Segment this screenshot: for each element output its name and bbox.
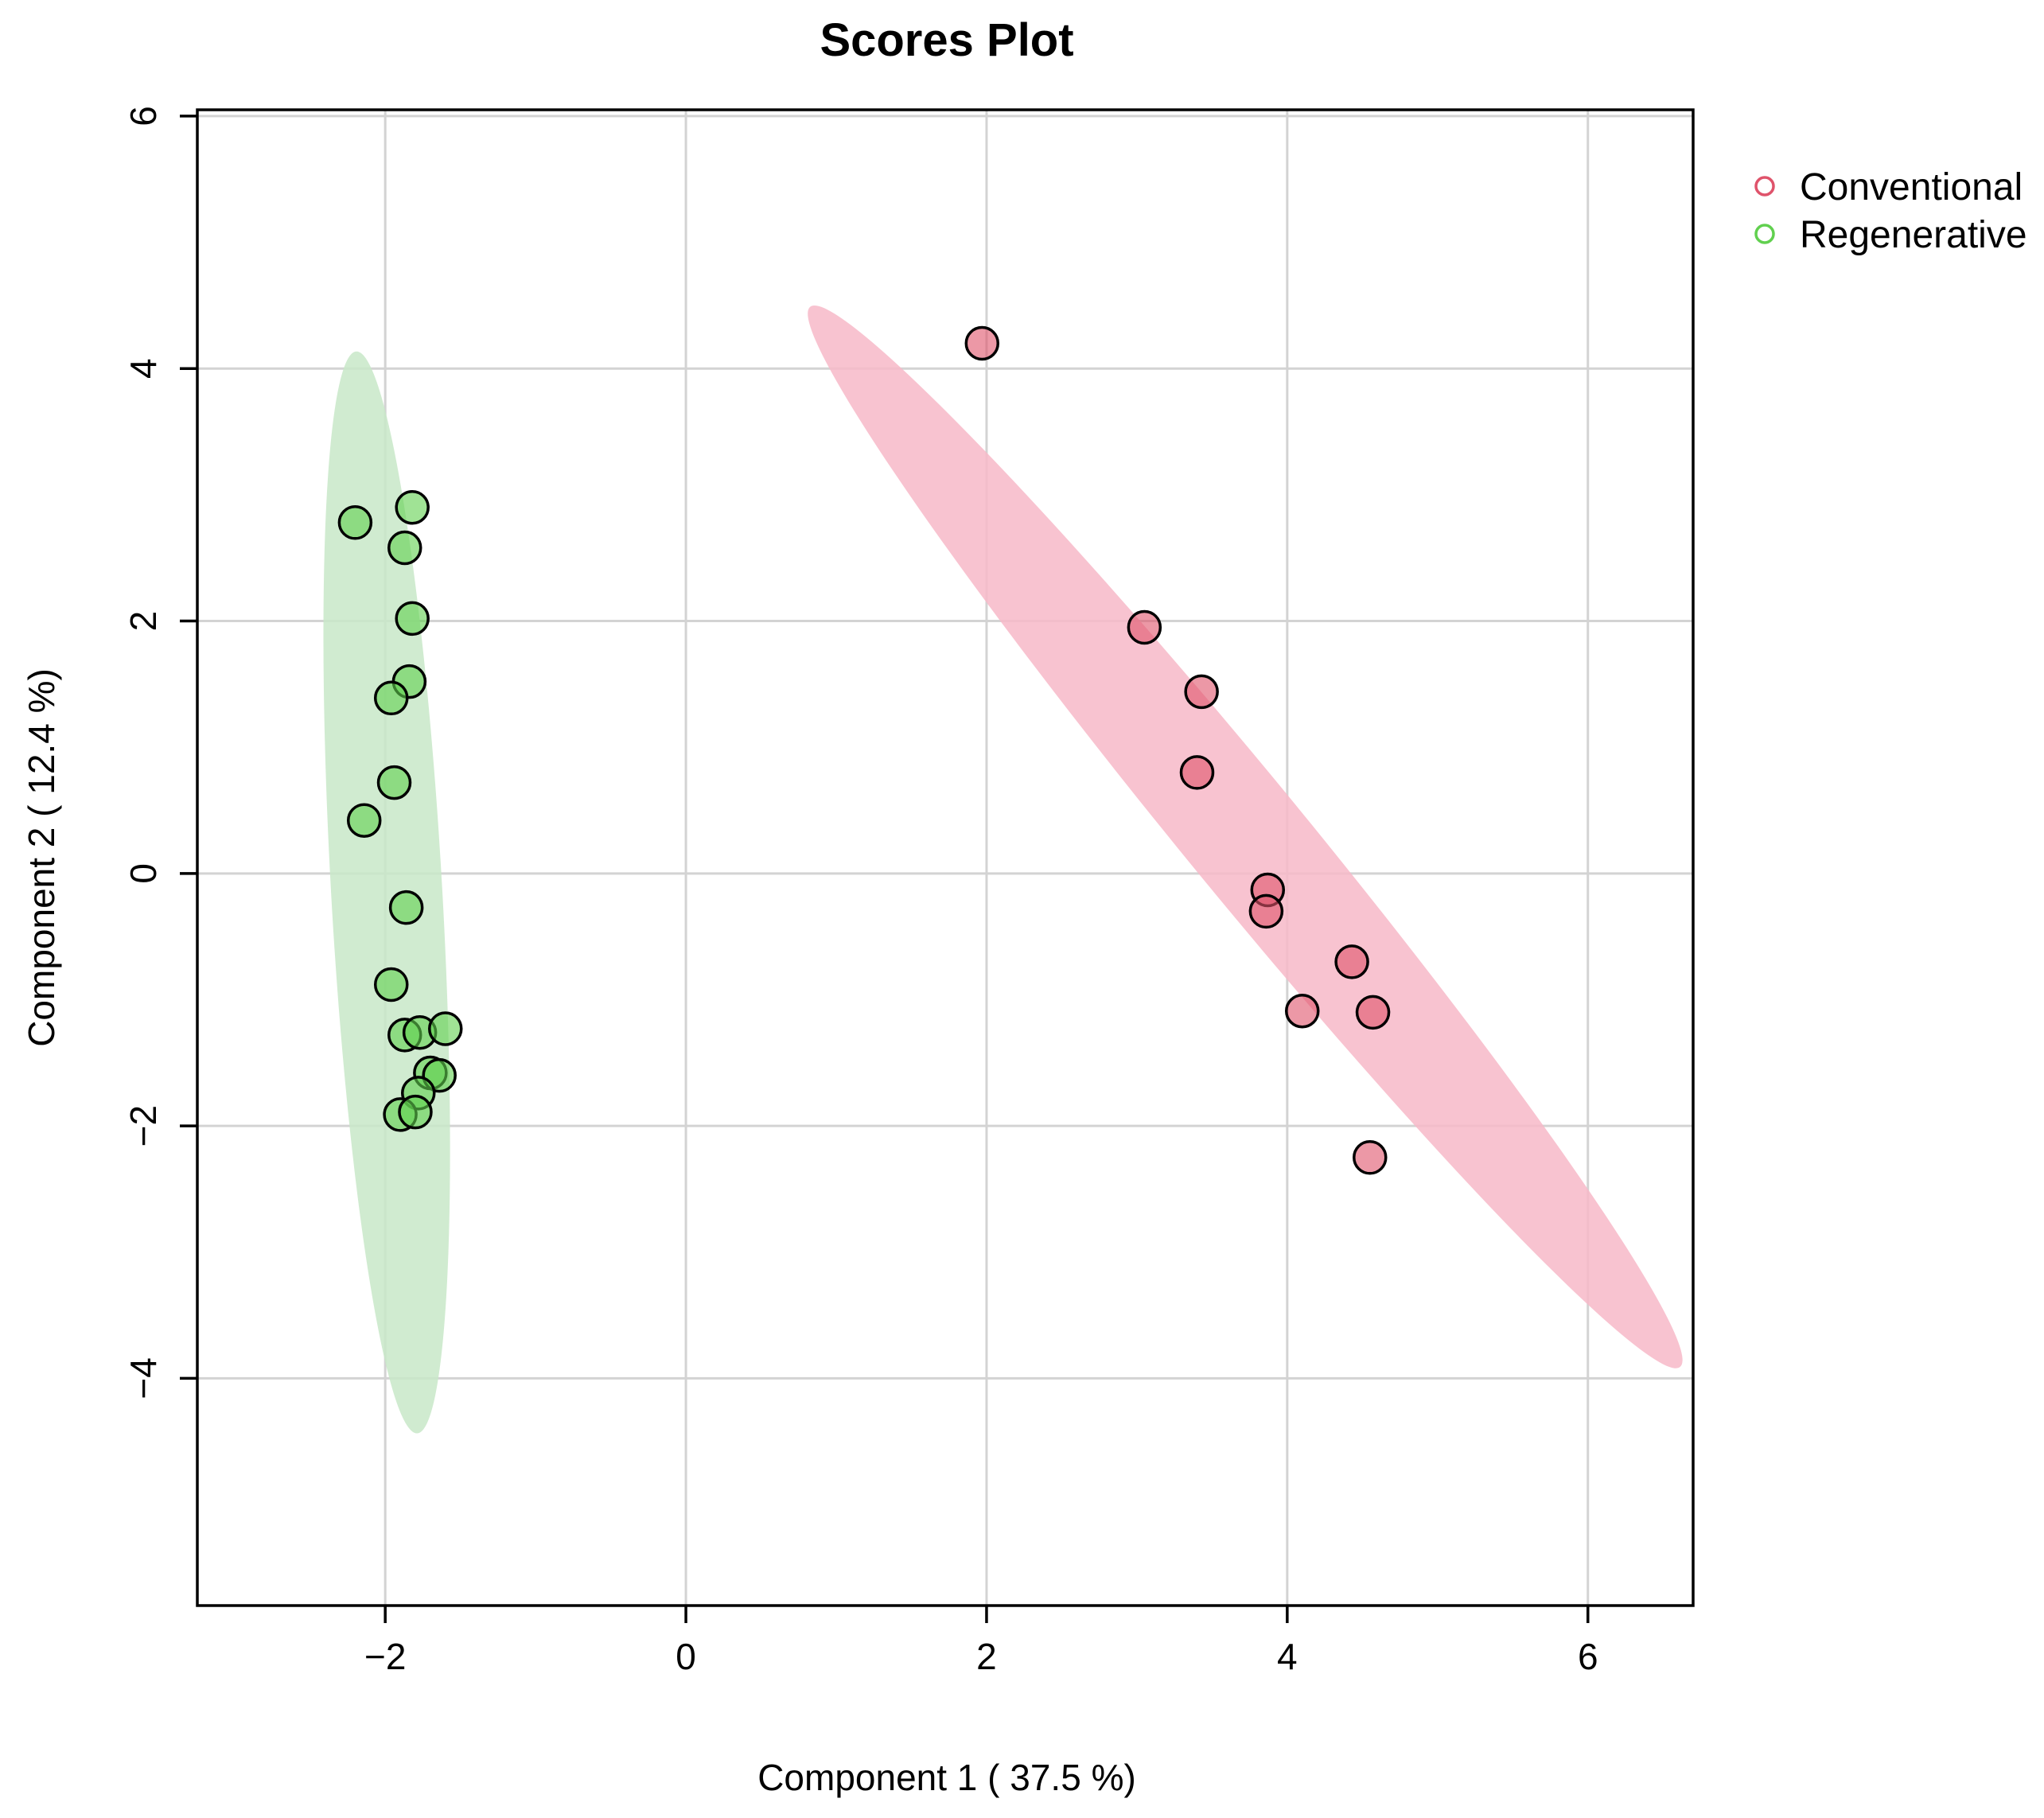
point-conventional <box>1355 995 1391 1030</box>
axes: −2 0 2 4 6 −4 −2 0 2 4 6 <box>123 106 1598 1677</box>
ellipse-regenerative <box>323 351 450 1434</box>
y-tick-label: 0 <box>123 863 164 884</box>
point-conventional <box>1179 755 1215 790</box>
legend-label-conventional: Conventional <box>1800 166 2023 208</box>
point-regenerative <box>373 967 409 1002</box>
legend-label-regenerative: Regenerative <box>1800 214 2027 256</box>
legend-marker-conventional <box>1754 176 1775 197</box>
ellipse-conventional <box>808 305 1683 1368</box>
point-conventional <box>1184 674 1219 710</box>
x-tick-label: −2 <box>364 1636 406 1677</box>
point-regenerative <box>395 489 430 525</box>
confidence-ellipses <box>323 305 1683 1434</box>
point-regenerative <box>337 505 373 540</box>
y-tick-label: 4 <box>123 358 164 379</box>
x-tick-label: 0 <box>675 1636 696 1677</box>
point-regenerative <box>373 680 409 716</box>
point-regenerative <box>428 1011 463 1046</box>
point-conventional <box>1353 1140 1388 1175</box>
point-regenerative <box>388 890 424 925</box>
legend-marker-regenerative <box>1754 224 1775 244</box>
point-regenerative <box>395 601 430 636</box>
point-regenerative <box>398 1094 433 1130</box>
plot-frame <box>196 108 1695 1607</box>
point-conventional <box>1334 944 1369 979</box>
point-conventional <box>1248 893 1284 929</box>
y-tick-label: 6 <box>123 106 164 127</box>
x-tick-label: 2 <box>976 1636 997 1677</box>
point-regenerative <box>376 765 412 800</box>
x-tick-label: 4 <box>1277 1636 1298 1677</box>
y-tick-label: 2 <box>123 611 164 632</box>
point-conventional <box>964 325 1000 361</box>
chart-title: Scores Plot <box>820 14 1073 66</box>
x-tick-label: 6 <box>1578 1636 1598 1677</box>
y-axis-label: Component 2 ( 12.4 %) <box>21 668 62 1047</box>
score-points <box>337 325 1391 1175</box>
y-tick-label: −4 <box>123 1357 164 1399</box>
y-tick-label: −2 <box>123 1105 164 1146</box>
legend: Conventional Regenerative <box>1754 166 2027 256</box>
point-regenerative <box>387 530 422 566</box>
point-conventional <box>1127 609 1162 645</box>
point-conventional <box>1284 994 1320 1029</box>
x-axis-label: Component 1 ( 37.5 %) <box>757 1757 1136 1798</box>
point-regenerative <box>346 803 382 838</box>
